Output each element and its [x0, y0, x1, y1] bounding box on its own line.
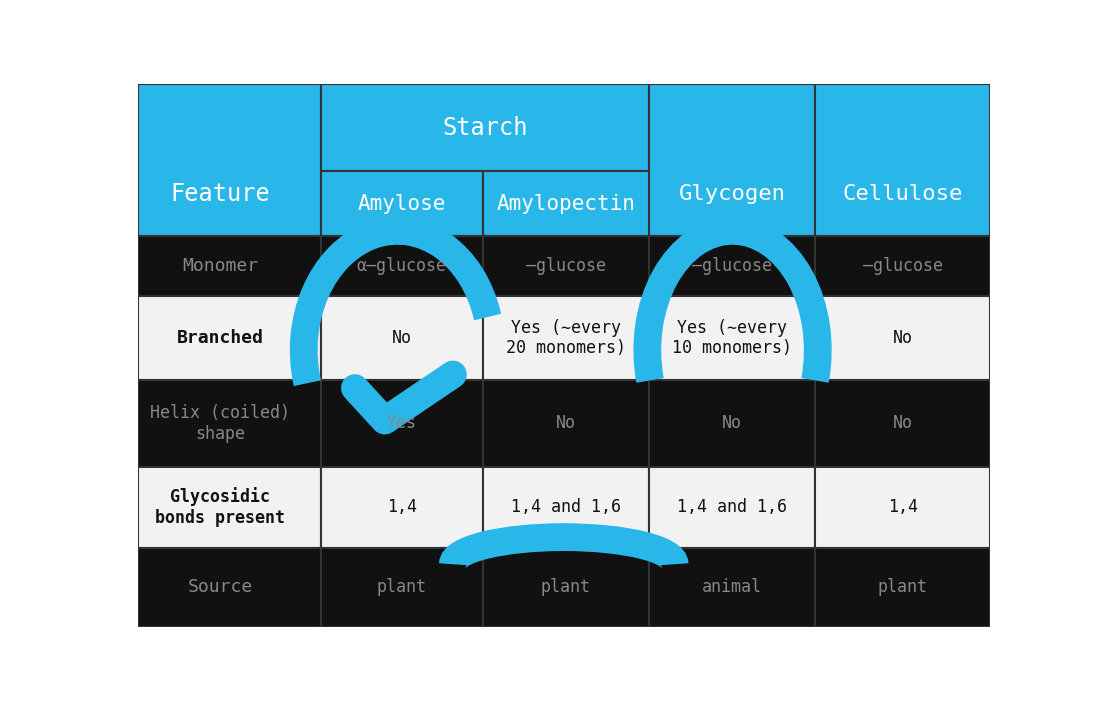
Text: No: No	[392, 329, 411, 347]
Text: No: No	[556, 414, 576, 432]
Text: Glycosidic
bonds present: Glycosidic bonds present	[155, 487, 285, 527]
Text: 1,4: 1,4	[888, 498, 917, 516]
Text: Amylose: Amylose	[358, 194, 446, 214]
Text: 1,4 and 1,6: 1,4 and 1,6	[678, 498, 788, 516]
Bar	[815, 84, 990, 237]
Bar	[815, 548, 990, 627]
Bar	[483, 171, 649, 237]
Text: Source: Source	[187, 578, 253, 596]
Bar	[815, 380, 990, 467]
Bar	[483, 237, 649, 296]
Text: Branched: Branched	[176, 329, 264, 347]
Bar	[483, 467, 649, 548]
Bar	[138, 237, 321, 296]
Bar	[815, 296, 990, 380]
Text: Yes (∼every
20 monomers): Yes (∼every 20 monomers)	[506, 318, 626, 358]
Text: Yes: Yes	[387, 414, 417, 432]
Text: plant: plant	[541, 578, 591, 596]
Bar	[483, 380, 649, 467]
Bar	[321, 548, 483, 627]
Text: Starch: Starch	[442, 116, 528, 140]
Bar	[483, 296, 649, 380]
Text: Amylopectin: Amylopectin	[496, 194, 636, 214]
Text: Helix (coiled)
shape: Helix (coiled) shape	[150, 404, 290, 443]
Text: No: No	[722, 414, 742, 432]
Text: α–glucose: α–glucose	[356, 257, 447, 275]
Bar	[321, 467, 483, 548]
Bar	[649, 237, 815, 296]
Text: No: No	[892, 329, 913, 347]
Text: Feature: Feature	[170, 182, 270, 206]
Bar	[649, 467, 815, 548]
Text: Yes (∼every
10 monomers): Yes (∼every 10 monomers)	[672, 318, 792, 358]
Bar	[815, 467, 990, 548]
Bar	[483, 548, 649, 627]
Bar	[649, 84, 815, 237]
Text: plant: plant	[878, 578, 927, 596]
Text: animal: animal	[702, 578, 762, 596]
Bar	[321, 237, 483, 296]
Text: Glycogen: Glycogen	[679, 184, 785, 203]
Text: –glucose: –glucose	[862, 257, 943, 275]
Text: –glucose: –glucose	[692, 257, 772, 275]
Bar	[321, 171, 483, 237]
Bar	[138, 380, 321, 467]
Text: Cellulose: Cellulose	[843, 184, 962, 203]
Text: Monomer: Monomer	[182, 257, 258, 275]
Text: 1,4: 1,4	[387, 498, 417, 516]
Bar	[321, 296, 483, 380]
Bar	[815, 237, 990, 296]
Bar	[649, 296, 815, 380]
Bar	[138, 467, 321, 548]
Bar	[138, 296, 321, 380]
Text: No: No	[892, 414, 913, 432]
Bar	[649, 548, 815, 627]
Bar	[321, 380, 483, 467]
Text: plant: plant	[377, 578, 427, 596]
Text: –glucose: –glucose	[526, 257, 606, 275]
Bar	[138, 548, 321, 627]
Bar	[321, 84, 649, 171]
Text: 1,4 and 1,6: 1,4 and 1,6	[510, 498, 620, 516]
Bar	[649, 380, 815, 467]
Bar	[138, 84, 321, 237]
